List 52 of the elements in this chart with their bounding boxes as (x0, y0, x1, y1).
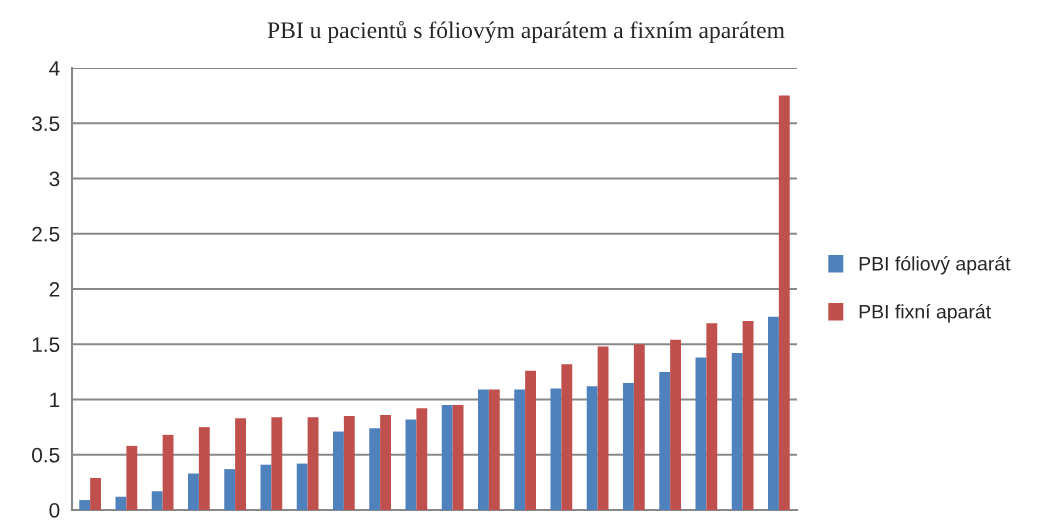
bar (369, 428, 381, 510)
bar (706, 323, 718, 510)
bar (126, 445, 138, 510)
bar (695, 357, 707, 510)
bar (731, 353, 743, 510)
legend-label: PBI fóliový aparát (859, 256, 1011, 275)
bar (188, 473, 199, 510)
bar (416, 408, 428, 510)
y-tick-label: 0.5 (32, 447, 60, 463)
y-tick-label: 1.5 (32, 337, 60, 352)
bar (151, 491, 163, 510)
bar (452, 405, 464, 510)
bar (670, 339, 681, 510)
bar (488, 389, 500, 510)
y-tick-label: 3 (49, 171, 60, 187)
bar (623, 382, 634, 510)
bar (768, 316, 779, 510)
bar (633, 344, 645, 510)
y-tick-label: 4 (49, 61, 60, 76)
bar (478, 389, 489, 510)
bar (586, 386, 598, 510)
bar (307, 417, 319, 510)
bar (260, 464, 272, 510)
bar (90, 477, 101, 510)
bar (235, 418, 246, 510)
bar (271, 417, 283, 510)
y-tick-label: 2 (49, 282, 60, 297)
bar (514, 389, 526, 510)
bar (115, 496, 127, 510)
y-tick-label: 1 (50, 392, 60, 408)
bar (343, 416, 355, 510)
bar (742, 321, 754, 510)
bar (597, 346, 609, 510)
y-tick-label: 3.5 (32, 116, 60, 131)
bar (659, 371, 671, 510)
bar (405, 419, 417, 510)
chart-title: PBI u pacientů s fóliovým aparátem a fixním aparátem (267, 20, 785, 44)
bar (525, 370, 536, 510)
y-tick-label: 0 (49, 503, 60, 518)
bar (550, 388, 562, 510)
bar (79, 500, 91, 510)
legend-label: PBI fixní aparát (859, 304, 991, 323)
bar (441, 405, 453, 510)
bar (296, 463, 308, 510)
bar (162, 434, 174, 510)
bar (778, 95, 790, 510)
bar (561, 364, 573, 510)
bar (333, 431, 344, 510)
bar (380, 414, 391, 510)
bar (198, 427, 210, 510)
bar (224, 469, 236, 510)
y-tick-label: 2.5 (32, 226, 60, 242)
